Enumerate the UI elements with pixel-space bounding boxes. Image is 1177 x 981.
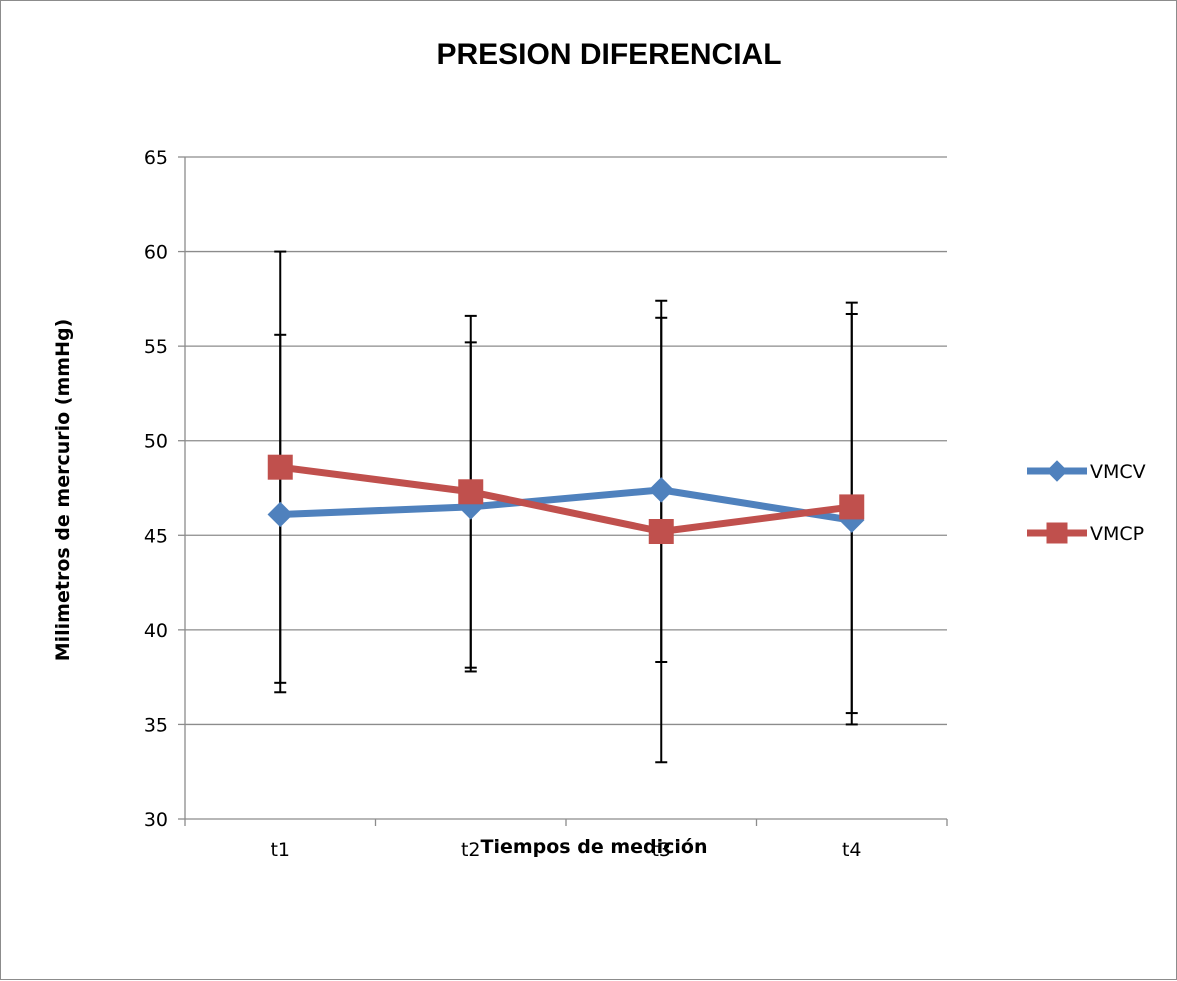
- tick-labels: 30 35 40 45 50 55 60 65 t1 t2 t3 t4: [144, 147, 862, 861]
- y-tick-label: 55: [144, 336, 168, 358]
- gridlines: [185, 156, 947, 726]
- x-tick-label: t4: [842, 839, 862, 861]
- y-tick-label: 40: [144, 620, 168, 642]
- data-point: [267, 454, 293, 480]
- legend-label: VMCV: [1090, 461, 1146, 483]
- data-point: [458, 479, 484, 505]
- series-line-vmcv: [280, 486, 853, 524]
- y-tick-label: 65: [144, 147, 168, 169]
- data-point: [1046, 522, 1068, 544]
- x-tick-label: t3: [651, 839, 671, 861]
- data-point: [267, 501, 293, 528]
- y-tick-label: 30: [144, 809, 168, 831]
- data-point: [839, 494, 865, 520]
- legend-label: VMCP: [1090, 523, 1144, 545]
- y-tick-label: 60: [144, 242, 168, 264]
- x-tick-label: t2: [461, 839, 481, 861]
- data-point: [1046, 460, 1068, 482]
- series-lines: [267, 454, 865, 545]
- series-line-vmcp: [279, 463, 853, 536]
- data-point: [648, 477, 674, 503]
- axes: [178, 156, 948, 826]
- data-point: [648, 519, 674, 545]
- y-tick-label: 50: [144, 431, 168, 453]
- y-tick-label: 35: [144, 714, 168, 736]
- chart-title: PRESION DIFERENCIAL: [436, 38, 781, 71]
- y-axis-title: Milimetros de mercurio (mmHg): [52, 319, 74, 662]
- legend: VMCV VMCP: [1027, 460, 1146, 545]
- x-tick-label: t1: [270, 839, 290, 861]
- x-axis-title: Tiempos de medición: [481, 836, 708, 858]
- y-tick-label: 45: [144, 525, 168, 547]
